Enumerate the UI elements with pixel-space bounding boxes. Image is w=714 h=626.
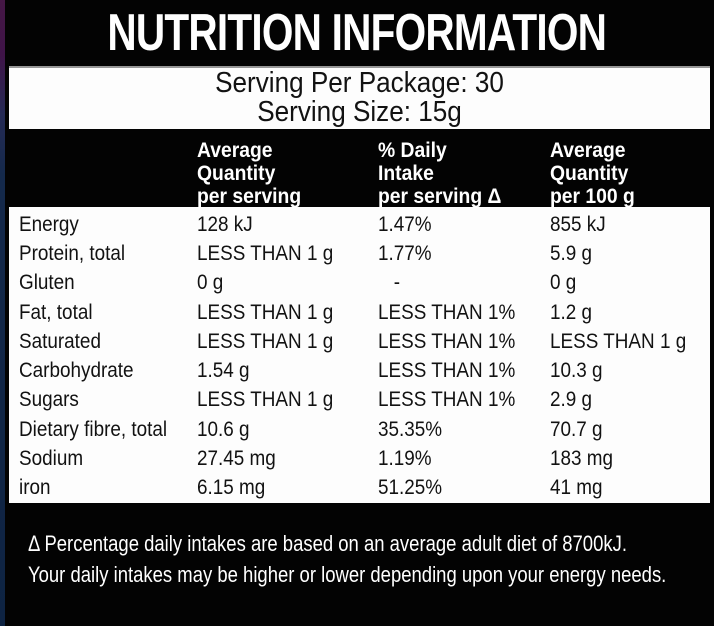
serving-info-panel: Serving Per Package: 30 Serving Size: 15… — [9, 66, 710, 129]
header-line: Quantity — [550, 162, 629, 185]
value-daily-intake: - — [378, 271, 401, 295]
value-daily-intake: 1.19% — [378, 447, 432, 471]
nutrient-name: Saturated — [19, 329, 101, 353]
value-per-100g: LESS THAN 1 g — [550, 329, 687, 353]
value-per-100g: 5.9 g — [550, 241, 593, 265]
header-line: Intake — [378, 162, 434, 185]
value-per-serving: 6.15 mg — [197, 476, 266, 500]
value-per-serving: LESS THAN 1 g — [197, 300, 334, 324]
footnote-line-2: Your daily intakes may be higher or lowe… — [28, 562, 667, 587]
nutrient-name: Sugars — [19, 388, 79, 412]
table-row: Gluten 0 g - 0 g — [9, 269, 710, 298]
header-line: % Daily — [378, 139, 447, 162]
nutrient-name: iron — [19, 476, 51, 500]
value-per-100g: 0 g — [550, 271, 577, 295]
table-row: Carbohydrate 1.54 g LESS THAN 1% 10.3 g — [9, 356, 710, 385]
serving-size: Serving Size: 15g — [257, 96, 462, 128]
nutrient-name: Carbohydrate — [19, 359, 134, 383]
value-per-100g: 70.7 g — [550, 417, 603, 441]
table-row: Energy 128 kJ 1.47% 855 kJ — [9, 210, 710, 239]
value-per-serving: LESS THAN 1 g — [197, 388, 334, 412]
column-header-avg-per-serving: Average Quantity per serving — [197, 139, 301, 208]
nutrient-name: Energy — [19, 212, 79, 236]
value-per-100g: 1.2 g — [550, 300, 593, 324]
header-line: Average — [550, 139, 626, 162]
value-daily-intake: 1.47% — [378, 212, 432, 236]
column-header-avg-per-100g: Average Quantity per 100 g — [550, 139, 635, 208]
value-daily-intake: LESS THAN 1% — [378, 388, 516, 412]
value-daily-intake: 35.35% — [378, 417, 443, 441]
header-line: per 100 g — [550, 185, 635, 208]
value-per-100g: 183 mg — [550, 447, 614, 471]
table-row: Sodium 27.45 mg 1.19% 183 mg — [9, 444, 710, 473]
value-daily-intake: 1.77% — [378, 241, 432, 265]
value-per-serving: 0 g — [197, 271, 224, 295]
nutrient-name: Protein, total — [19, 241, 126, 265]
footnote-line-1: Δ Percentage daily intakes are based on … — [28, 531, 627, 556]
table-row: iron 6.15 mg 51.25% 41 mg — [9, 474, 710, 503]
label-title: NUTRITION INFORMATION — [107, 4, 608, 62]
value-per-100g: 2.9 g — [550, 388, 593, 412]
table-row: Sugars LESS THAN 1 g LESS THAN 1% 2.9 g — [9, 386, 710, 415]
column-header-band: Average Quantity per serving % Daily Int… — [0, 129, 714, 208]
nutrient-name: Gluten — [19, 271, 75, 295]
value-per-100g: 855 kJ — [550, 212, 606, 236]
header-line: per serving — [197, 185, 302, 208]
header-line: Average — [197, 139, 273, 162]
value-daily-intake: LESS THAN 1% — [378, 300, 516, 324]
table-row: Protein, total LESS THAN 1 g 1.77% 5.9 g — [9, 239, 710, 268]
table-row: Saturated LESS THAN 1 g LESS THAN 1% LES… — [9, 327, 710, 356]
package-edge-strip — [0, 0, 5, 626]
table-row: Dietary fibre, total 10.6 g 35.35% 70.7 … — [9, 415, 710, 444]
serving-per-package: Serving Per Package: 30 — [215, 67, 504, 99]
column-header-daily-intake: % Daily Intake per serving Δ — [378, 139, 501, 208]
nutrient-name: Fat, total — [19, 300, 93, 324]
nutrient-name: Sodium — [19, 447, 84, 471]
footnote: Δ Percentage daily intakes are based on … — [0, 503, 714, 590]
value-daily-intake: 51.25% — [378, 476, 443, 500]
header-line: per serving Δ — [378, 185, 502, 208]
value-per-serving: 10.6 g — [197, 417, 250, 441]
value-per-100g: 10.3 g — [550, 359, 603, 383]
value-per-100g: 41 mg — [550, 476, 603, 500]
value-per-serving: LESS THAN 1 g — [197, 241, 334, 265]
nutrient-name: Dietary fibre, total — [19, 417, 168, 441]
table-row: Fat, total LESS THAN 1 g LESS THAN 1% 1.… — [9, 298, 710, 327]
header-line: Quantity — [197, 162, 276, 185]
value-daily-intake: LESS THAN 1% — [378, 329, 516, 353]
value-per-serving: 128 kJ — [197, 212, 253, 236]
title-band: NUTRITION INFORMATION — [0, 0, 714, 66]
value-per-serving: 1.54 g — [197, 359, 250, 383]
nutrient-table: Energy 128 kJ 1.47% 855 kJ Protein, tota… — [9, 207, 710, 503]
value-daily-intake: LESS THAN 1% — [378, 359, 516, 383]
value-per-serving: LESS THAN 1 g — [197, 329, 334, 353]
value-per-serving: 27.45 mg — [197, 447, 276, 471]
